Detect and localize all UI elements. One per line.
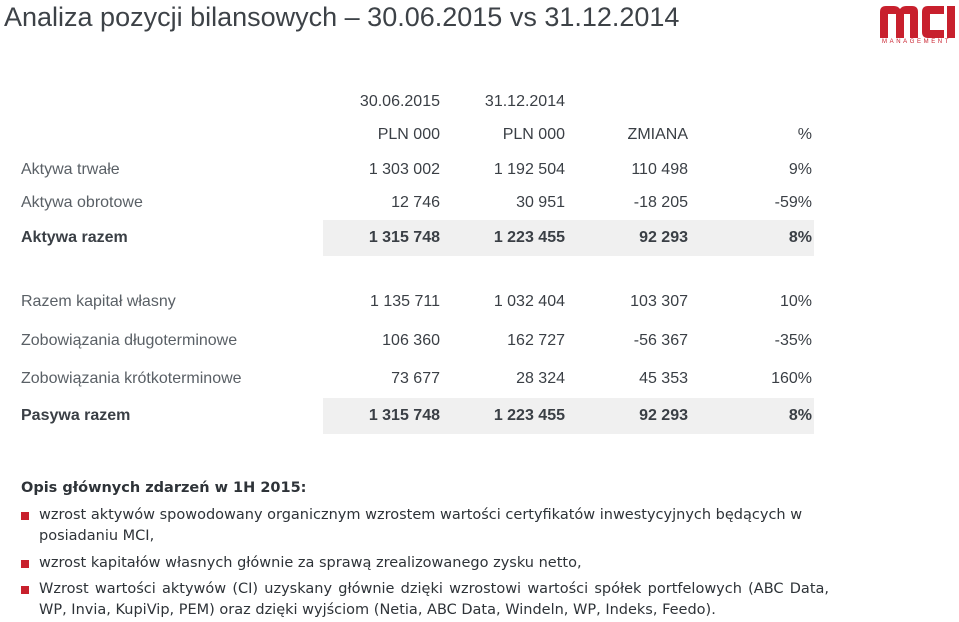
date-header-2: 31.12.2014 (484, 93, 565, 110)
table-row-label: Zobowiązania długoterminowe (21, 332, 238, 349)
table-cell: 92 293 (639, 407, 688, 424)
table-cell: 1 135 711 (370, 293, 440, 310)
table-cell: 1 223 455 (493, 229, 565, 246)
table-cell: -59% (774, 194, 812, 211)
table-cell: 12 746 (391, 194, 440, 211)
table-cell: 1 032 404 (493, 293, 565, 310)
logo-subtitle: MANAGEMENT (882, 39, 952, 45)
table-cell: 110 498 (631, 161, 688, 178)
table-cell: 1 315 748 (368, 229, 440, 246)
list-item: wzrost aktywów spowodowany organicznym w… (39, 507, 803, 544)
table-cell: 73 677 (391, 370, 440, 387)
list-item: Wzrost wartości aktywów (CI) uzyskany gł… (39, 581, 829, 618)
table-row-label: Aktywa razem (21, 229, 128, 246)
table-cell: 106 360 (382, 332, 440, 349)
table-cell: 9% (788, 161, 812, 178)
table-row-label: Razem kapitał własny (21, 293, 176, 310)
table-cell: 10% (779, 293, 812, 310)
bullet-icon (21, 586, 29, 594)
col-header-1: PLN 000 (377, 126, 440, 143)
table-row-label: Pasywa razem (21, 407, 131, 424)
table-row-label: Aktywa obrotowe (21, 194, 143, 211)
total-liabilities-highlight (323, 398, 814, 434)
table-cell: 1 192 504 (493, 161, 565, 178)
table-cell: 92 293 (639, 229, 688, 246)
table-row-label: Zobowiązania krótkoterminowe (21, 370, 242, 387)
date-header-1: 30.06.2015 (359, 93, 440, 110)
page-title: Analiza pozycji bilansowych – 30.06.2015… (4, 2, 680, 32)
list-item: wzrost kapitałów własnych głównie za spr… (39, 555, 582, 571)
table-row-label: Aktywa trwałe (21, 161, 120, 178)
table-cell: 8% (788, 229, 812, 246)
total-assets-highlight (323, 220, 814, 256)
table-cell: 1 315 748 (368, 407, 440, 424)
bullet-icon (21, 512, 29, 520)
table-cell: -35% (774, 332, 812, 349)
table-cell: 8% (788, 407, 812, 424)
table-cell: -18 205 (633, 194, 688, 211)
table-cell: 28 324 (516, 370, 565, 387)
logo-letters (880, 4, 956, 38)
table-cell: 45 353 (639, 370, 688, 387)
bullet-icon (21, 560, 29, 568)
table-cell: 160% (771, 370, 812, 387)
mci-logo: MANAGEMENT (880, 4, 956, 46)
table-cell: 103 307 (630, 293, 688, 310)
notes-title: Opis głównych zdarzeń w 1H 2015: (21, 480, 307, 496)
col-header-pct: % (797, 126, 812, 143)
table-cell: 162 727 (507, 332, 565, 349)
table-cell: 1 223 455 (493, 407, 565, 424)
table-cell: 30 951 (516, 194, 565, 211)
table-cell: -56 367 (633, 332, 688, 349)
col-header-change: ZMIANA (627, 126, 688, 143)
col-header-2: PLN 000 (502, 126, 565, 143)
table-cell: 1 303 002 (368, 161, 440, 178)
